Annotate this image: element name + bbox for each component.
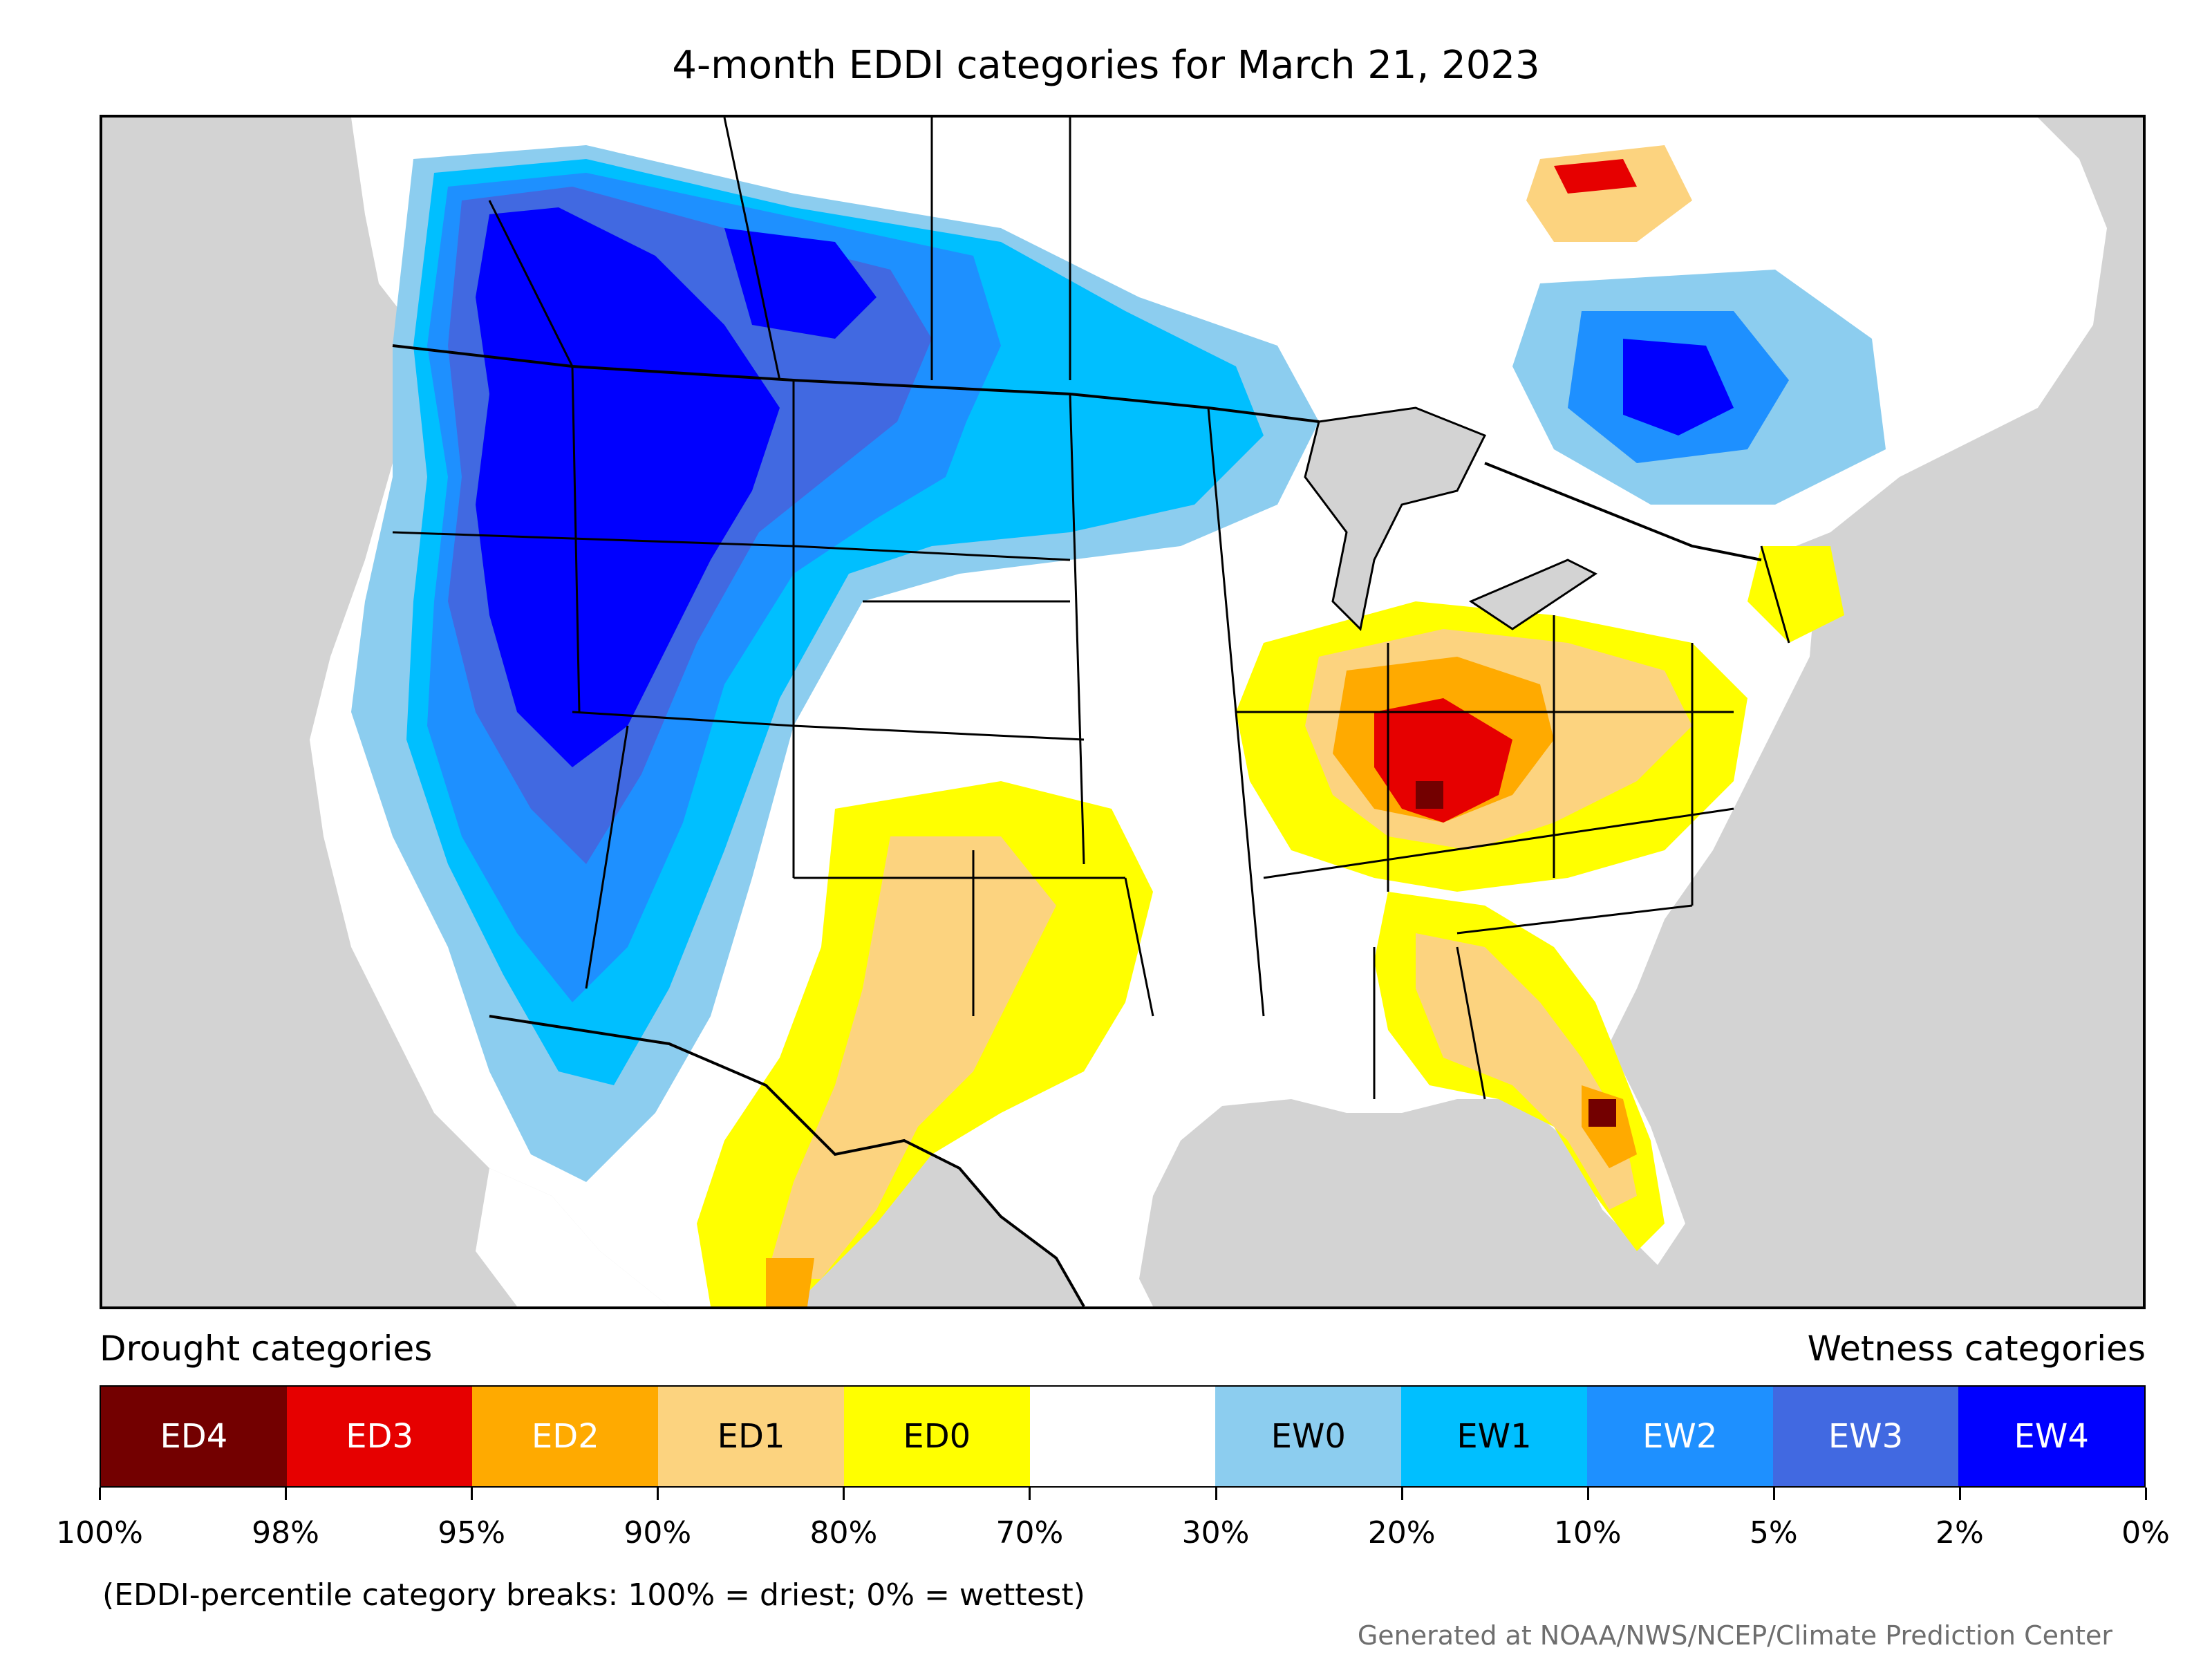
colorbar-tick — [99, 1488, 101, 1500]
us-canada-border-east — [1484, 462, 1762, 561]
legend-cell-ew1: EW1 — [1401, 1387, 1587, 1486]
mexico-land — [476, 1168, 669, 1306]
colorbar-tick-label: 90% — [624, 1515, 692, 1550]
dry-ed1-southeast — [1416, 933, 1637, 1210]
legend-cell-ew3: EW3 — [1772, 1387, 1959, 1486]
wet-ew4-canada — [724, 228, 877, 339]
wetness-categories-heading: Wetness categories — [1807, 1329, 2146, 1369]
legend-cell-ew4: EW4 — [1958, 1387, 2145, 1486]
dry-ed3-quebec — [1554, 159, 1637, 194]
us-mexico-border — [489, 1015, 1085, 1306]
colorbar-tick-label: 2% — [1936, 1515, 1984, 1550]
colorbar-tick-label: 5% — [1749, 1515, 1798, 1550]
colorbar-tick-label: 10% — [1553, 1515, 1622, 1550]
category-colorbar: ED4 ED3 ED2 ED1 ED0 EW0 EW1 EW2 EW3 EW4 — [100, 1385, 2146, 1488]
dry-ed2-southwest — [766, 1258, 814, 1306]
us-canada-border — [392, 344, 1320, 423]
colorbar-tick-label: 98% — [252, 1515, 319, 1550]
colorbar-tick-label: 0% — [2121, 1515, 2170, 1550]
wet-quebec-ew4 — [1623, 339, 1734, 435]
colorbar-tick — [1772, 1488, 1775, 1500]
colorbar-tick — [1400, 1488, 1403, 1500]
great-lakes — [1304, 406, 1487, 632]
colorbar-tick-label: 70% — [995, 1515, 1064, 1550]
wet-ew4-region — [476, 207, 780, 767]
map-title: 4-month EDDI categories for March 21, 20… — [672, 43, 1540, 88]
map-canvas — [310, 118, 2107, 1306]
dry-ed4-florida — [1588, 1099, 1616, 1127]
colorbar-tick — [1586, 1488, 1589, 1500]
legend-cell-normal — [1029, 1387, 1216, 1486]
colorbar-tick-label: 80% — [809, 1515, 878, 1550]
colorbar-tick — [657, 1488, 659, 1500]
legend-cell-ed3: ED3 — [286, 1387, 473, 1486]
colorbar-tick-label: 30% — [1181, 1515, 1250, 1550]
legend-cell-ed0: ED0 — [843, 1387, 1030, 1486]
colorbar-tick-label: 100% — [56, 1515, 143, 1550]
lake-erie — [1468, 559, 1597, 630]
dry-ed0-northeast — [1747, 546, 1844, 643]
colorbar-tick — [2145, 1488, 2147, 1500]
colorbar-tick — [285, 1488, 288, 1500]
colorbar-tick — [1215, 1488, 1217, 1500]
legend-cell-ed4: ED4 — [101, 1387, 287, 1486]
legend-cell-ed1: ED1 — [658, 1387, 844, 1486]
dry-ed4-ohio — [1416, 781, 1443, 809]
colorbar-tick-label: 20% — [1367, 1515, 1436, 1550]
legend-cell-ed2: ED2 — [472, 1387, 659, 1486]
colorbar-tick — [843, 1488, 845, 1500]
drought-categories-heading: Drought categories — [100, 1329, 433, 1369]
colorbar-tick — [1958, 1488, 1961, 1500]
legend-cell-ew2: EW2 — [1586, 1387, 1773, 1486]
percentile-note: (EDDI-percentile category breaks: 100% =… — [102, 1577, 1085, 1613]
dry-ed3-ohio — [1374, 698, 1512, 823]
colorbar-tick — [1029, 1488, 1031, 1500]
eddi-map — [100, 115, 2146, 1309]
colorbar-tick — [471, 1488, 474, 1500]
colorbar-tick-label: 95% — [438, 1515, 506, 1550]
credit-line: Generated at NOAA/NWS/NCEP/Climate Predi… — [1357, 1620, 2112, 1651]
colorbar-ticks — [99, 1488, 2147, 1501]
dry-ed1-southwest — [766, 836, 1056, 1279]
legend-cell-ew0: EW0 — [1215, 1387, 1402, 1486]
